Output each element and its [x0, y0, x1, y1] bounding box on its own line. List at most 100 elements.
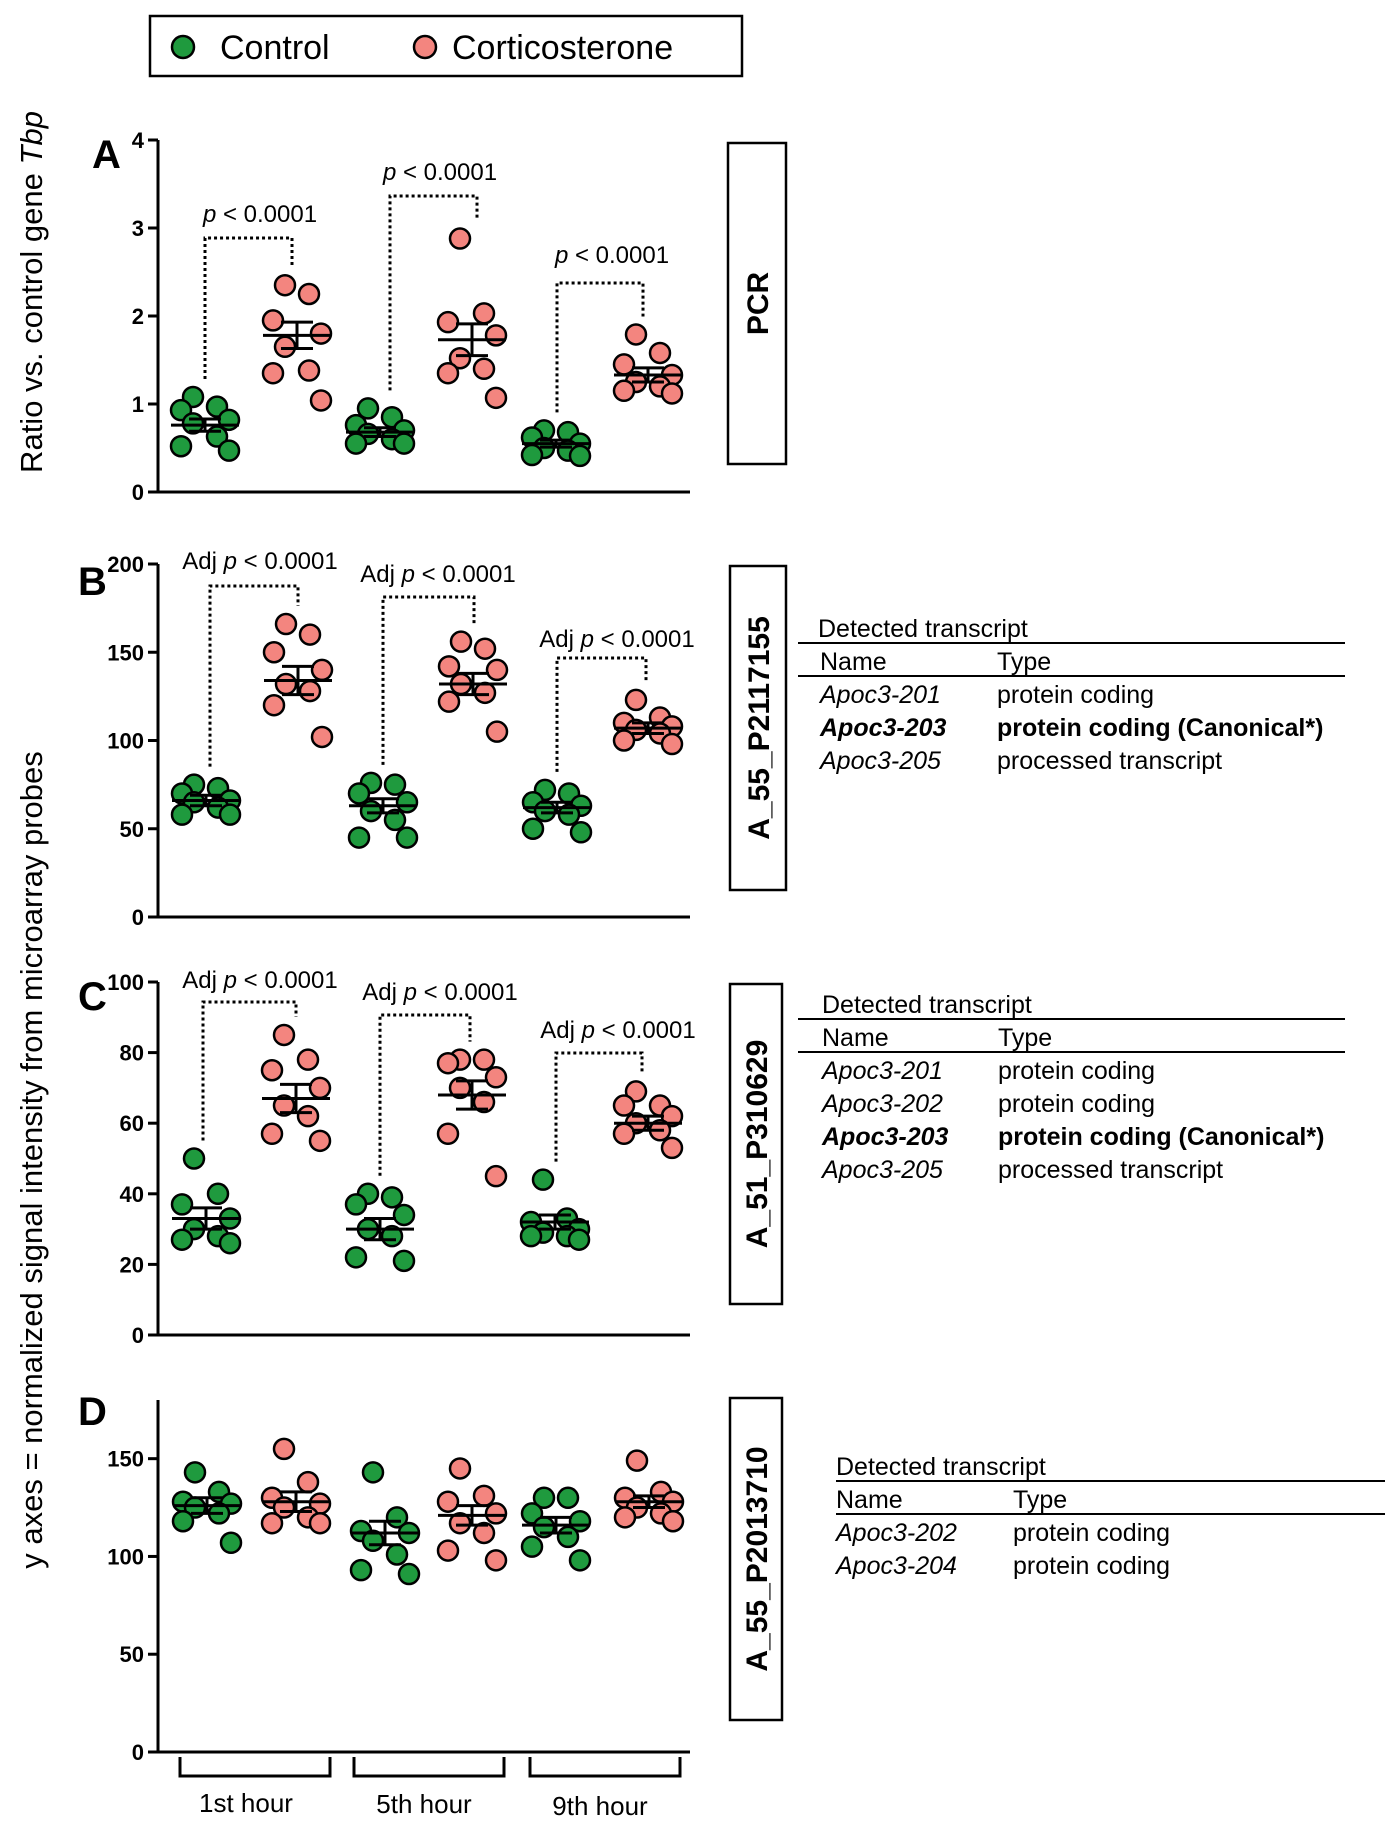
y-tick-label: 100: [107, 1544, 144, 1569]
data-point-control: [347, 782, 371, 805]
data-point-control: [395, 826, 419, 849]
data-point-corticosterone: [296, 1104, 320, 1128]
data-point-corticosterone: [436, 310, 460, 334]
p-value-label: Adj p < 0.0001: [360, 561, 515, 588]
data-point-control: [182, 1147, 206, 1170]
data-point-control: [359, 799, 383, 823]
transcript-name: Apoc3-205: [820, 1156, 943, 1184]
y-tick-label: 200: [107, 552, 144, 577]
probe-label: A_55_P2013710: [741, 1446, 774, 1671]
y-tick-label: 50: [120, 817, 144, 842]
data-point-control: [531, 1168, 555, 1191]
panels: A 0 1 2 3 4 p < 0.0001 p < 0.0001 p < 0.0001 PCR B…: [78, 128, 1385, 1765]
data-point-corticosterone: [274, 612, 298, 636]
data-point-corticosterone: [612, 729, 636, 752]
data-point-corticosterone: [612, 379, 636, 403]
probe-label-box: [728, 1396, 784, 1722]
transcript-type: protein coding: [1013, 1552, 1170, 1580]
y-tick-label: 100: [107, 970, 144, 995]
data-point-corticosterone: [660, 1136, 684, 1160]
p-value-label: Adj p < 0.0001: [182, 548, 337, 575]
data-point-corticosterone: [473, 637, 497, 660]
data-point-corticosterone: [298, 679, 322, 703]
y-tick-label: 1: [132, 392, 144, 417]
x-axis-categories: 1st hour 5th hour 9th hour: [178, 1757, 682, 1821]
data-point-corticosterone: [274, 672, 298, 696]
data-point-control: [170, 1228, 194, 1251]
significance-bracket: [208, 584, 300, 767]
y-tick-label: 4: [132, 128, 145, 153]
data-point-control: [383, 808, 407, 832]
data-point-control: [344, 1193, 368, 1216]
y-tick-label: 80: [120, 1041, 144, 1066]
data-point-corticosterone: [296, 1470, 320, 1494]
p-value-label: Adj p < 0.0001: [362, 979, 517, 1006]
data-point-corticosterone: [437, 690, 461, 713]
data-point-control: [344, 432, 368, 455]
data-point-corticosterone: [624, 688, 648, 712]
data-point-corticosterone: [613, 1506, 637, 1529]
transcript-name: Apoc3-201: [818, 681, 941, 709]
data-point-control: [380, 1186, 404, 1209]
data-point-corticosterone: [310, 658, 334, 682]
data-point-corticosterone: [484, 1549, 508, 1572]
data-point-corticosterone: [612, 353, 636, 376]
data-point-control: [347, 826, 371, 849]
data-point-corticosterone: [298, 623, 322, 646]
data-point-control: [569, 821, 593, 844]
y-tick-label: 60: [120, 1111, 144, 1136]
transcript-type: protein coding (Canonical*): [998, 1123, 1324, 1151]
data-point-corticosterone: [260, 1059, 284, 1082]
data-point-control: [217, 439, 241, 462]
y-tick-label: 40: [120, 1182, 144, 1207]
y-tick-label: 0: [132, 1740, 144, 1765]
microarray-y-axis-title: y axes = normalized signal intensity fro…: [14, 751, 49, 1569]
data-point-control: [385, 1543, 409, 1566]
data-point-corticosterone: [310, 725, 334, 749]
p-value-label: p < 0.0001: [554, 242, 669, 269]
p-value-label: Adj p < 0.0001: [540, 1017, 695, 1044]
data-point-corticosterone: [448, 346, 472, 370]
data-point-control: [519, 1224, 543, 1248]
data-point-corticosterone: [308, 1076, 332, 1100]
data-point-corticosterone: [272, 1094, 296, 1117]
data-point-corticosterone: [648, 341, 672, 365]
data-point-corticosterone: [436, 1051, 460, 1075]
y-tick-label: 0: [132, 905, 144, 930]
data-point-corticosterone: [448, 1457, 472, 1480]
transcript-name: Apoc3-205: [818, 747, 941, 775]
data-point-control: [397, 1562, 421, 1586]
table-header-name: Name: [820, 648, 887, 676]
data-point-corticosterone: [660, 382, 684, 405]
legend-control-marker: [170, 34, 196, 60]
data-point-corticosterone: [448, 227, 472, 250]
table-header-name: Name: [822, 1024, 889, 1052]
significance-bracket: [203, 236, 294, 379]
x-bracket-9th-hour: [528, 1757, 682, 1778]
y-tick-label: 100: [107, 729, 144, 754]
data-point-corticosterone: [484, 1502, 508, 1525]
data-point-corticosterone: [449, 630, 473, 653]
probe-label: A_51_P310629: [741, 1040, 774, 1249]
significance-bracket: [555, 656, 648, 772]
data-point-corticosterone: [309, 389, 333, 412]
data-point-corticosterone: [308, 1129, 332, 1153]
data-point-control: [520, 443, 544, 467]
data-point-corticosterone: [484, 324, 508, 347]
data-point-control: [520, 1535, 544, 1558]
probe-label-box: [726, 141, 788, 466]
data-point-corticosterone: [660, 732, 684, 756]
data-point-control: [206, 1182, 230, 1206]
x-bracket-5th-hour: [352, 1757, 506, 1778]
data-point-corticosterone: [484, 1164, 508, 1188]
transcript-table: Detected transcript Name Type Apoc3-202 prot…: [834, 1453, 1385, 1580]
probe-label-box: [728, 982, 784, 1306]
data-point-corticosterone: [297, 282, 321, 306]
data-point-corticosterone: [624, 1080, 648, 1103]
y-tick-label: 0: [132, 480, 144, 505]
data-point-control: [521, 817, 545, 840]
data-point-control: [557, 803, 581, 826]
panel-letter-B: B: [78, 560, 107, 604]
data-point-control: [392, 1249, 416, 1273]
